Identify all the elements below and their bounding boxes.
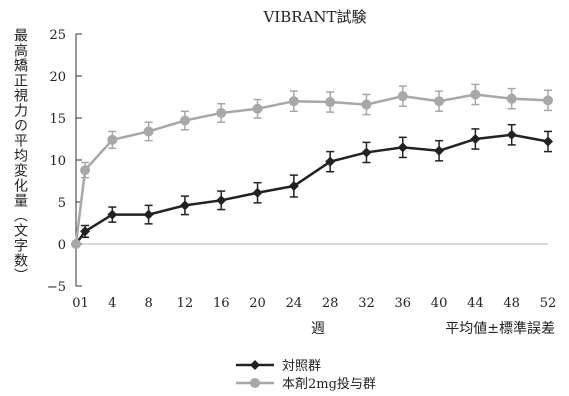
series-1	[71, 123, 553, 249]
x-tick-label: 40	[431, 296, 448, 311]
x-tick-labels: 01 4 8 12 16 20 24 28 32 36 40 44 48 52	[72, 296, 556, 311]
x-tick-label: 4	[108, 296, 116, 311]
data-point	[361, 147, 372, 158]
data-point	[143, 209, 154, 220]
data-point	[71, 239, 81, 249]
x-tick-label: 32	[358, 296, 375, 311]
x-tick-label: 52	[540, 296, 557, 311]
x-tick-label: 28	[322, 296, 339, 311]
legend-swatch-marker	[250, 378, 260, 388]
x-axis-label: 週	[311, 321, 325, 337]
data-point	[252, 103, 263, 114]
data-point	[179, 200, 190, 211]
x-tick-label: 8	[144, 296, 152, 311]
data-point	[107, 209, 118, 220]
data-point	[325, 97, 336, 108]
data-point	[179, 115, 190, 126]
x-tick-label: 12	[177, 296, 194, 311]
x-tick-label: 48	[503, 296, 520, 311]
data-point	[470, 89, 481, 100]
data-point	[470, 134, 481, 144]
x-tick-label: 36	[394, 296, 411, 311]
data-point	[143, 126, 154, 137]
data-point	[506, 129, 517, 140]
error-note: 平均値±標準誤差	[445, 321, 555, 337]
y-tick-label: 15	[49, 112, 66, 127]
series-layer	[71, 83, 553, 249]
series-line	[74, 93, 549, 245]
y-tick-label: 0	[58, 238, 66, 253]
data-point	[506, 93, 517, 104]
data-point	[80, 165, 91, 176]
y-tick-label: −5	[47, 280, 66, 295]
y-tick-labels: −5 0 5 10 15 20 25	[47, 28, 66, 295]
legend-label: 対照群	[282, 359, 321, 374]
y-tick-label: 5	[58, 196, 66, 211]
x-tick-label: 44	[467, 296, 484, 311]
data-point	[361, 99, 372, 110]
y-tick-label: 10	[49, 154, 66, 169]
chart-title: VIBRANT試験	[262, 8, 366, 26]
legend-swatch-marker	[250, 360, 260, 370]
x-tick-label: 01	[72, 296, 89, 311]
data-point	[216, 107, 227, 118]
data-point	[397, 91, 408, 102]
x-tick-label: 16	[213, 296, 230, 311]
data-point	[252, 187, 263, 198]
x-tick-label: 20	[249, 296, 266, 311]
data-point	[397, 142, 408, 153]
data-point	[216, 195, 227, 206]
series-2	[71, 83, 553, 249]
data-point	[107, 134, 118, 145]
legend-label: 本剤2mg投与群	[282, 376, 376, 392]
series-line	[74, 133, 549, 245]
data-point	[80, 226, 91, 237]
data-point	[325, 156, 336, 167]
data-point	[434, 145, 445, 156]
data-point	[288, 96, 299, 107]
data-point	[543, 136, 553, 147]
data-point	[434, 96, 445, 107]
y-axis-label: 最高矯正視力の平均変化量（文字数）	[12, 28, 28, 283]
y-tick-label: 25	[49, 28, 66, 43]
data-point	[288, 181, 299, 192]
x-tick-label: 24	[286, 296, 303, 311]
data-point	[543, 95, 553, 106]
y-tick-label: 20	[49, 70, 66, 85]
